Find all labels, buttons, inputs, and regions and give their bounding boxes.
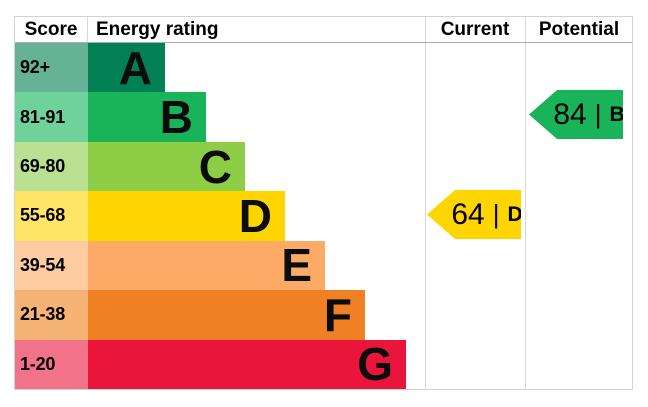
band-row-c: 69-80 C <box>15 140 632 193</box>
band-score-range: 39-54 <box>15 240 88 291</box>
band-bar-g: G <box>88 338 406 391</box>
band-row-a: 92+ A <box>15 41 632 94</box>
band-rows: 92+ A 81-91 B 69-80 C 55-68 D 39-54 E 21… <box>15 43 632 389</box>
epc-rating-chart: Score Energy rating Current Potential 92… <box>14 16 633 390</box>
energy-rating-column-header: Energy rating <box>96 19 219 40</box>
band-bar-b: B <box>88 91 206 144</box>
band-row-g: 1-20 G <box>15 338 632 391</box>
band-letter: F <box>323 288 352 341</box>
potential-rating-separator: | <box>594 98 602 129</box>
band-row-e: 39-54 E <box>15 239 632 292</box>
potential-rating-band: B <box>609 103 625 126</box>
current-column-divider <box>425 17 426 389</box>
band-bar-a: A <box>88 41 165 94</box>
potential-column-divider <box>525 17 526 389</box>
band-letter: C <box>198 140 232 193</box>
score-column-header: Score <box>15 17 88 42</box>
band-bar-c: C <box>88 140 245 193</box>
current-rating-value: 64 <box>451 197 485 231</box>
band-row-f: 21-38 F <box>15 288 632 341</box>
band-bar-d: D <box>88 189 285 242</box>
band-letter: E <box>281 239 312 292</box>
band-bar-e: E <box>88 239 325 292</box>
band-score-range: 92+ <box>15 43 88 93</box>
band-letter: B <box>159 91 193 144</box>
current-column-header: Current <box>440 19 510 40</box>
band-score-range: 81-91 <box>15 92 88 142</box>
band-row-d: 55-68 D <box>15 189 632 242</box>
band-letter: G <box>357 338 393 391</box>
band-bar-f: F <box>88 288 365 341</box>
band-letter: D <box>238 189 272 242</box>
band-score-range: 21-38 <box>15 290 88 340</box>
band-score-range: 55-68 <box>15 191 88 241</box>
current-rating-separator: | <box>492 198 500 229</box>
band-score-range: 1-20 <box>15 339 88 389</box>
current-rating-band: D <box>507 203 523 226</box>
chart-header-row: Score Energy rating Current Potential <box>15 17 632 43</box>
potential-rating-value: 84 <box>553 97 587 131</box>
band-letter: A <box>118 41 152 94</box>
band-score-range: 69-80 <box>15 141 88 192</box>
potential-column-header: Potential <box>538 19 620 40</box>
band-row-b: 81-91 B <box>15 91 632 144</box>
